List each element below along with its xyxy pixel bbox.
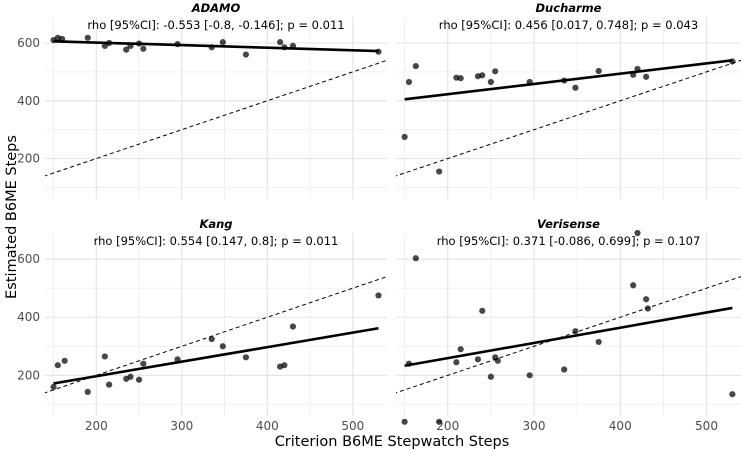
panel-adamo: 200 400 600 ADAMO rho [95%CI]: -0.553 [-0.8,… [17, 1, 387, 199]
data-point [561, 366, 568, 373]
fit-line [404, 306, 733, 368]
y-axis-title: Estimated B6ME Steps [4, 135, 20, 299]
data-point [643, 296, 650, 303]
data-point [474, 356, 482, 363]
panel-title: ADAMO [191, 1, 241, 15]
data-point [219, 39, 226, 46]
data-point [140, 45, 147, 52]
data-point [54, 362, 61, 369]
correlation-annotation: rho [95%CI]: 0.456 [0.017, 0.748]; p = 0… [439, 18, 698, 32]
data-point [457, 75, 464, 82]
x-tick-label: 400 [256, 419, 279, 433]
data-point [242, 354, 250, 361]
data-point [630, 282, 637, 289]
fit-line [404, 59, 733, 101]
y-tick-label: 600 [17, 36, 40, 50]
data-point [634, 229, 641, 237]
identity-line [45, 276, 387, 394]
data-point [140, 360, 147, 367]
data-point [135, 376, 143, 383]
y-tick-label: 200 [17, 368, 40, 382]
x-tick-label: 500 [341, 419, 364, 433]
x-axis-title: Criterion B6ME Stepwatch Steps [275, 434, 510, 450]
data-point [572, 84, 579, 91]
y-tick-label: 400 [17, 310, 40, 324]
data-point [277, 39, 284, 46]
data-point [242, 51, 250, 58]
panel-title: Verisense [537, 217, 600, 231]
data-point [84, 34, 91, 41]
data-point [61, 357, 68, 364]
data-point [494, 357, 501, 364]
data-point [572, 328, 579, 335]
panel-title: Ducharme [536, 1, 602, 15]
data-point [405, 78, 413, 86]
correlation-annotation: rho [95%CI]: 0.371 [-0.086, 0.699]; p = … [437, 234, 701, 248]
data-point [412, 63, 419, 70]
data-point [644, 305, 651, 312]
data-point [492, 68, 499, 75]
data-point [401, 418, 408, 425]
data-point [219, 343, 226, 350]
data-point [595, 67, 602, 75]
data-point [436, 418, 443, 425]
data-point [289, 323, 297, 330]
data-point [436, 168, 443, 175]
y-tick-label: 400 [17, 94, 40, 108]
data-point [595, 338, 602, 346]
data-point [84, 388, 91, 395]
x-tick-label: 300 [523, 419, 546, 433]
data-point [526, 372, 533, 379]
y-tick-label: 200 [17, 152, 40, 166]
data-point [375, 292, 382, 299]
data-point [643, 73, 650, 80]
x-tick-label: 300 [170, 419, 193, 433]
data-point [479, 72, 486, 79]
x-tick-label: 200 [85, 419, 108, 433]
panel-title: Kang [199, 217, 232, 231]
identity-line [45, 59, 387, 177]
panel-ducharme: Ducharme rho [95%CI]: 0.456 [0.017, 0.748… [396, 1, 741, 199]
fit-line [53, 39, 379, 53]
x-tick-label: 500 [695, 419, 718, 433]
x-tick-label: 400 [609, 419, 632, 433]
data-point [101, 353, 108, 360]
data-point [208, 335, 215, 343]
data-point [457, 346, 464, 353]
data-point [479, 307, 486, 314]
data-point [729, 391, 736, 398]
y-tick-label: 600 [17, 252, 40, 266]
correlation-annotation: rho [95%CI]: 0.554 [0.147, 0.8]; p = 0.0… [94, 234, 339, 248]
data-point [401, 133, 408, 140]
fit-line [53, 326, 379, 385]
correlation-annotation: rho [95%CI]: -0.553 [-0.8, -0.146]; p = … [87, 18, 344, 32]
data-point [127, 373, 134, 380]
data-point [487, 78, 494, 86]
data-point [412, 255, 419, 262]
data-point [50, 383, 57, 391]
data-point [453, 359, 460, 366]
data-point [106, 381, 113, 388]
data-point [281, 362, 288, 369]
data-point [123, 46, 130, 53]
panel-kang: 200 300 400 500 200 400 600 Kang rho [95%CI]: 0.… [17, 217, 387, 433]
data-point [487, 373, 494, 380]
